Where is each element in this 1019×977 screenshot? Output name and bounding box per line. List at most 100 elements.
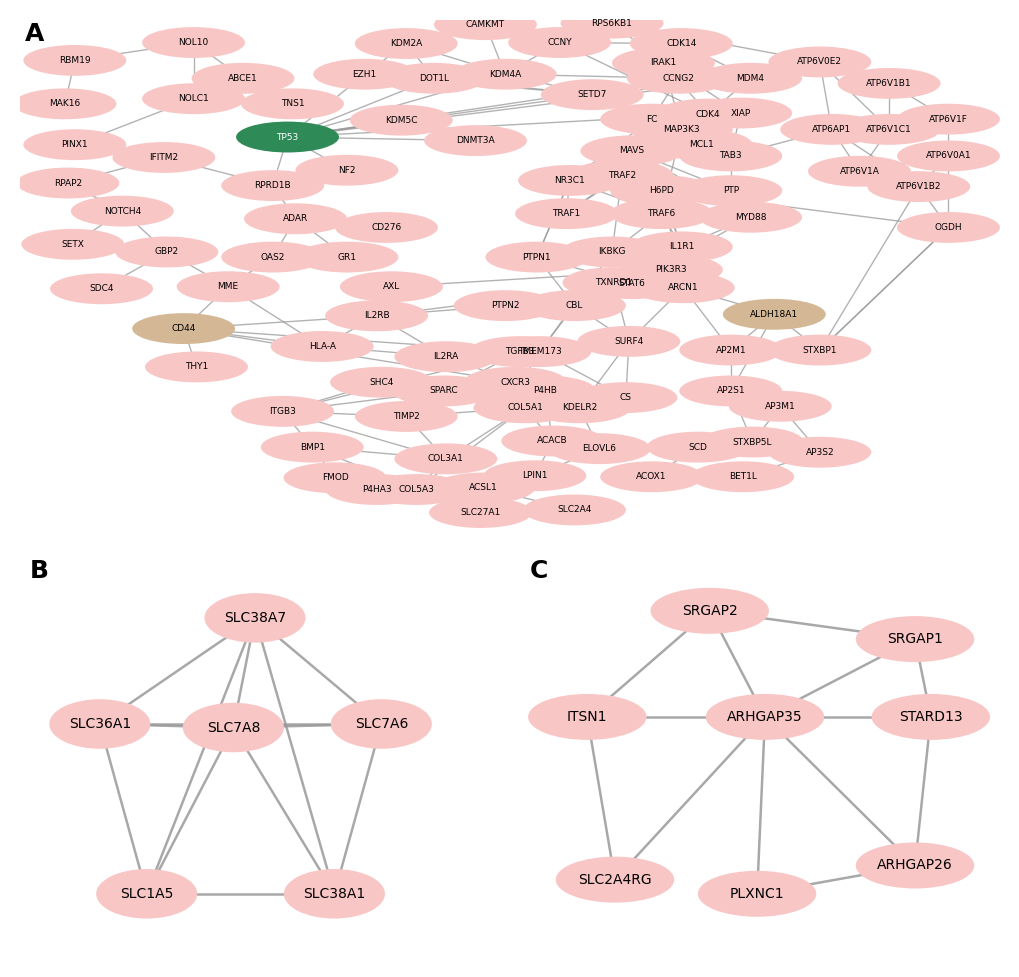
Ellipse shape (394, 341, 497, 372)
Ellipse shape (112, 142, 215, 173)
Ellipse shape (313, 59, 416, 90)
Ellipse shape (182, 702, 283, 752)
Ellipse shape (261, 432, 364, 462)
Text: IL2RA: IL2RA (433, 352, 458, 361)
Ellipse shape (767, 437, 870, 468)
Ellipse shape (453, 59, 556, 90)
Ellipse shape (523, 494, 626, 526)
Text: PIK3R3: PIK3R3 (655, 266, 687, 275)
Text: ALDH18A1: ALDH18A1 (750, 310, 798, 319)
Text: ATP6V1C1: ATP6V1C1 (865, 125, 911, 134)
Ellipse shape (283, 869, 384, 918)
Text: STARD13: STARD13 (898, 710, 962, 724)
Ellipse shape (221, 241, 324, 273)
Ellipse shape (432, 473, 534, 503)
Text: CCNG2: CCNG2 (661, 74, 694, 83)
Ellipse shape (630, 114, 732, 145)
Ellipse shape (96, 869, 197, 918)
Ellipse shape (468, 336, 571, 367)
Text: NR3C1: NR3C1 (553, 176, 584, 185)
Text: CCNY: CCNY (547, 38, 572, 47)
Ellipse shape (577, 326, 680, 357)
Text: STXBP5L: STXBP5L (732, 438, 771, 446)
Text: TNS1: TNS1 (280, 100, 304, 108)
Ellipse shape (485, 241, 588, 273)
Text: MAP3K3: MAP3K3 (662, 125, 699, 134)
Ellipse shape (235, 121, 338, 152)
Ellipse shape (523, 290, 626, 321)
Text: ATP6V0E2: ATP6V0E2 (797, 58, 842, 66)
Ellipse shape (620, 254, 722, 285)
Text: RPRD1B: RPRD1B (254, 181, 290, 191)
Ellipse shape (580, 136, 683, 166)
Text: COL5A1: COL5A1 (506, 404, 542, 412)
Text: TRAF2: TRAF2 (607, 171, 636, 180)
Ellipse shape (355, 401, 458, 432)
Ellipse shape (16, 168, 119, 198)
Text: AP3M1: AP3M1 (764, 402, 795, 410)
Text: IFITM2: IFITM2 (149, 153, 178, 162)
Text: H6PD: H6PD (648, 187, 674, 195)
Text: CD276: CD276 (371, 223, 401, 232)
Text: ATP6V1B1: ATP6V1B1 (865, 79, 911, 88)
Ellipse shape (192, 63, 294, 94)
Ellipse shape (562, 267, 664, 298)
Text: CDK4: CDK4 (695, 109, 719, 118)
Text: ATP6AP1: ATP6AP1 (811, 125, 851, 134)
Ellipse shape (630, 232, 732, 262)
Ellipse shape (394, 444, 497, 474)
Text: EZH1: EZH1 (353, 69, 376, 79)
Text: SHC4: SHC4 (369, 378, 393, 387)
Ellipse shape (70, 195, 173, 227)
Text: SETX: SETX (61, 239, 85, 249)
Ellipse shape (649, 129, 752, 160)
Ellipse shape (609, 175, 712, 206)
Text: MYD88: MYD88 (734, 213, 765, 222)
Text: MDM4: MDM4 (736, 74, 764, 83)
Ellipse shape (646, 432, 749, 462)
Text: STXBP1: STXBP1 (802, 346, 837, 355)
Text: B: B (30, 560, 49, 583)
Text: CXCR3: CXCR3 (499, 378, 530, 387)
Text: ITSN1: ITSN1 (567, 710, 607, 724)
Ellipse shape (493, 375, 596, 406)
Text: SLC38A7: SLC38A7 (224, 611, 285, 625)
Text: SPARC: SPARC (429, 387, 458, 396)
Text: MCL1: MCL1 (688, 140, 712, 149)
Ellipse shape (560, 8, 662, 38)
Ellipse shape (855, 616, 973, 662)
Ellipse shape (705, 694, 823, 740)
Ellipse shape (518, 165, 621, 196)
Ellipse shape (574, 382, 677, 413)
Ellipse shape (50, 274, 153, 304)
Ellipse shape (429, 497, 531, 528)
Text: IL2RB: IL2RB (364, 312, 389, 320)
Text: MAVS: MAVS (619, 147, 644, 155)
Ellipse shape (49, 700, 150, 748)
Ellipse shape (560, 236, 662, 268)
Ellipse shape (780, 114, 882, 145)
Ellipse shape (807, 155, 910, 187)
Ellipse shape (132, 314, 234, 344)
Ellipse shape (483, 460, 586, 491)
Text: SLC27A1: SLC27A1 (460, 508, 500, 517)
Text: ARHGAP26: ARHGAP26 (876, 859, 952, 872)
Ellipse shape (500, 426, 603, 456)
Ellipse shape (231, 396, 333, 427)
Text: AP2S1: AP2S1 (715, 387, 744, 396)
Ellipse shape (896, 141, 999, 171)
Ellipse shape (767, 334, 870, 365)
Text: PTPN1: PTPN1 (522, 253, 550, 262)
Text: ARCN1: ARCN1 (667, 283, 698, 292)
Text: OGDH: OGDH (933, 223, 961, 232)
Text: RPAP2: RPAP2 (54, 179, 82, 188)
Text: TMEM173: TMEM173 (518, 347, 561, 356)
Ellipse shape (296, 154, 398, 186)
Ellipse shape (365, 474, 467, 505)
Ellipse shape (871, 694, 989, 740)
Text: DOT1L: DOT1L (419, 74, 448, 83)
Text: HLA-A: HLA-A (309, 342, 335, 351)
Ellipse shape (627, 63, 729, 94)
Ellipse shape (453, 290, 556, 321)
Text: ATP6V1A: ATP6V1A (839, 167, 878, 176)
